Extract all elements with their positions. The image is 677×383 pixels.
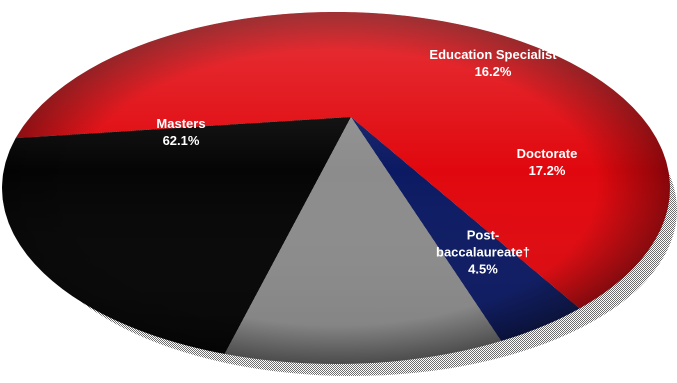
slice-percent-label: 62.1% (163, 133, 200, 148)
slice-label-doctorate: Doctorate 17.2% (517, 146, 578, 178)
slice-label-education-specialist: Education Specialist 16.2% (429, 47, 557, 79)
slice-percent-label: 16.2% (475, 64, 512, 79)
slice-category-label: Masters (156, 116, 205, 131)
slice-percent-label: 17.2% (529, 163, 566, 178)
pie-slices (2, 12, 670, 364)
slice-category-label: Education Specialist (429, 47, 557, 62)
slice-category-label: baccalaureate† (436, 244, 530, 259)
pie-labels: Masters 62.1% Education Specialist 16.2% Doc… (156, 47, 577, 277)
slice-percent-label: 4.5% (468, 261, 498, 276)
slice-category-label: Post- (467, 227, 500, 242)
slice-label-masters: Masters 62.1% (156, 116, 205, 148)
slice-category-label: Doctorate (517, 146, 578, 161)
slice-label-post-baccalaureate: Post-baccalaureate† 4.5% (436, 227, 530, 276)
